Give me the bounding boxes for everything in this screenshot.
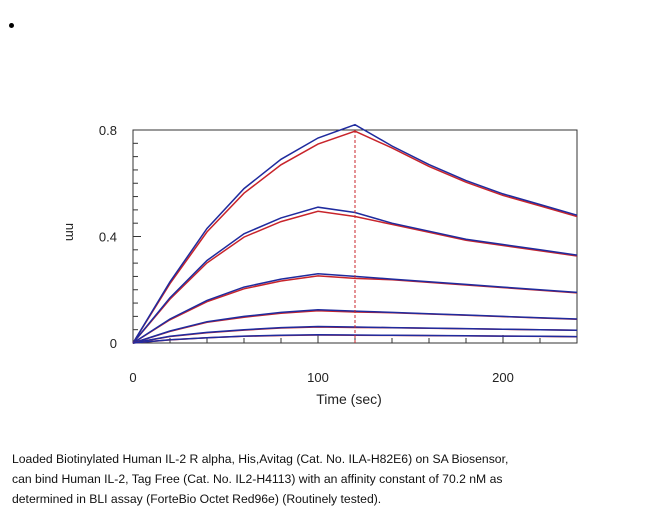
x-tick-labels: 0 100 200 <box>129 370 513 385</box>
x-tick-label: 100 <box>307 370 329 385</box>
minor-ticks <box>132 129 578 344</box>
binding-kinetics-chart: 0 0.4 0.8 0 100 200 Time (sec) nm <box>63 123 578 407</box>
caption-line-1: Loaded Biotinylated Human IL-2 R alpha, … <box>12 452 509 466</box>
y-tick-label: 0.4 <box>99 230 117 245</box>
y-axis-title: nm <box>63 223 78 241</box>
x-axis-title: Time (sec) <box>316 391 382 407</box>
caption-line-2: can bind Human IL-2, Tag Free (Cat. No. … <box>12 472 503 486</box>
bullet-point <box>9 23 14 28</box>
x-tick-label: 0 <box>129 370 136 385</box>
y-tick-label: 0.8 <box>99 123 117 138</box>
y-tick-labels: 0 0.4 0.8 <box>99 123 117 351</box>
measured-curve-1 <box>132 123 578 344</box>
y-tick-label: 0 <box>110 336 117 351</box>
x-tick-label: 200 <box>492 370 514 385</box>
figure-caption: Loaded Biotinylated Human IL-2 R alpha, … <box>12 449 640 509</box>
caption-line-3: determined in BLI assay (ForteBio Octet … <box>12 492 382 506</box>
